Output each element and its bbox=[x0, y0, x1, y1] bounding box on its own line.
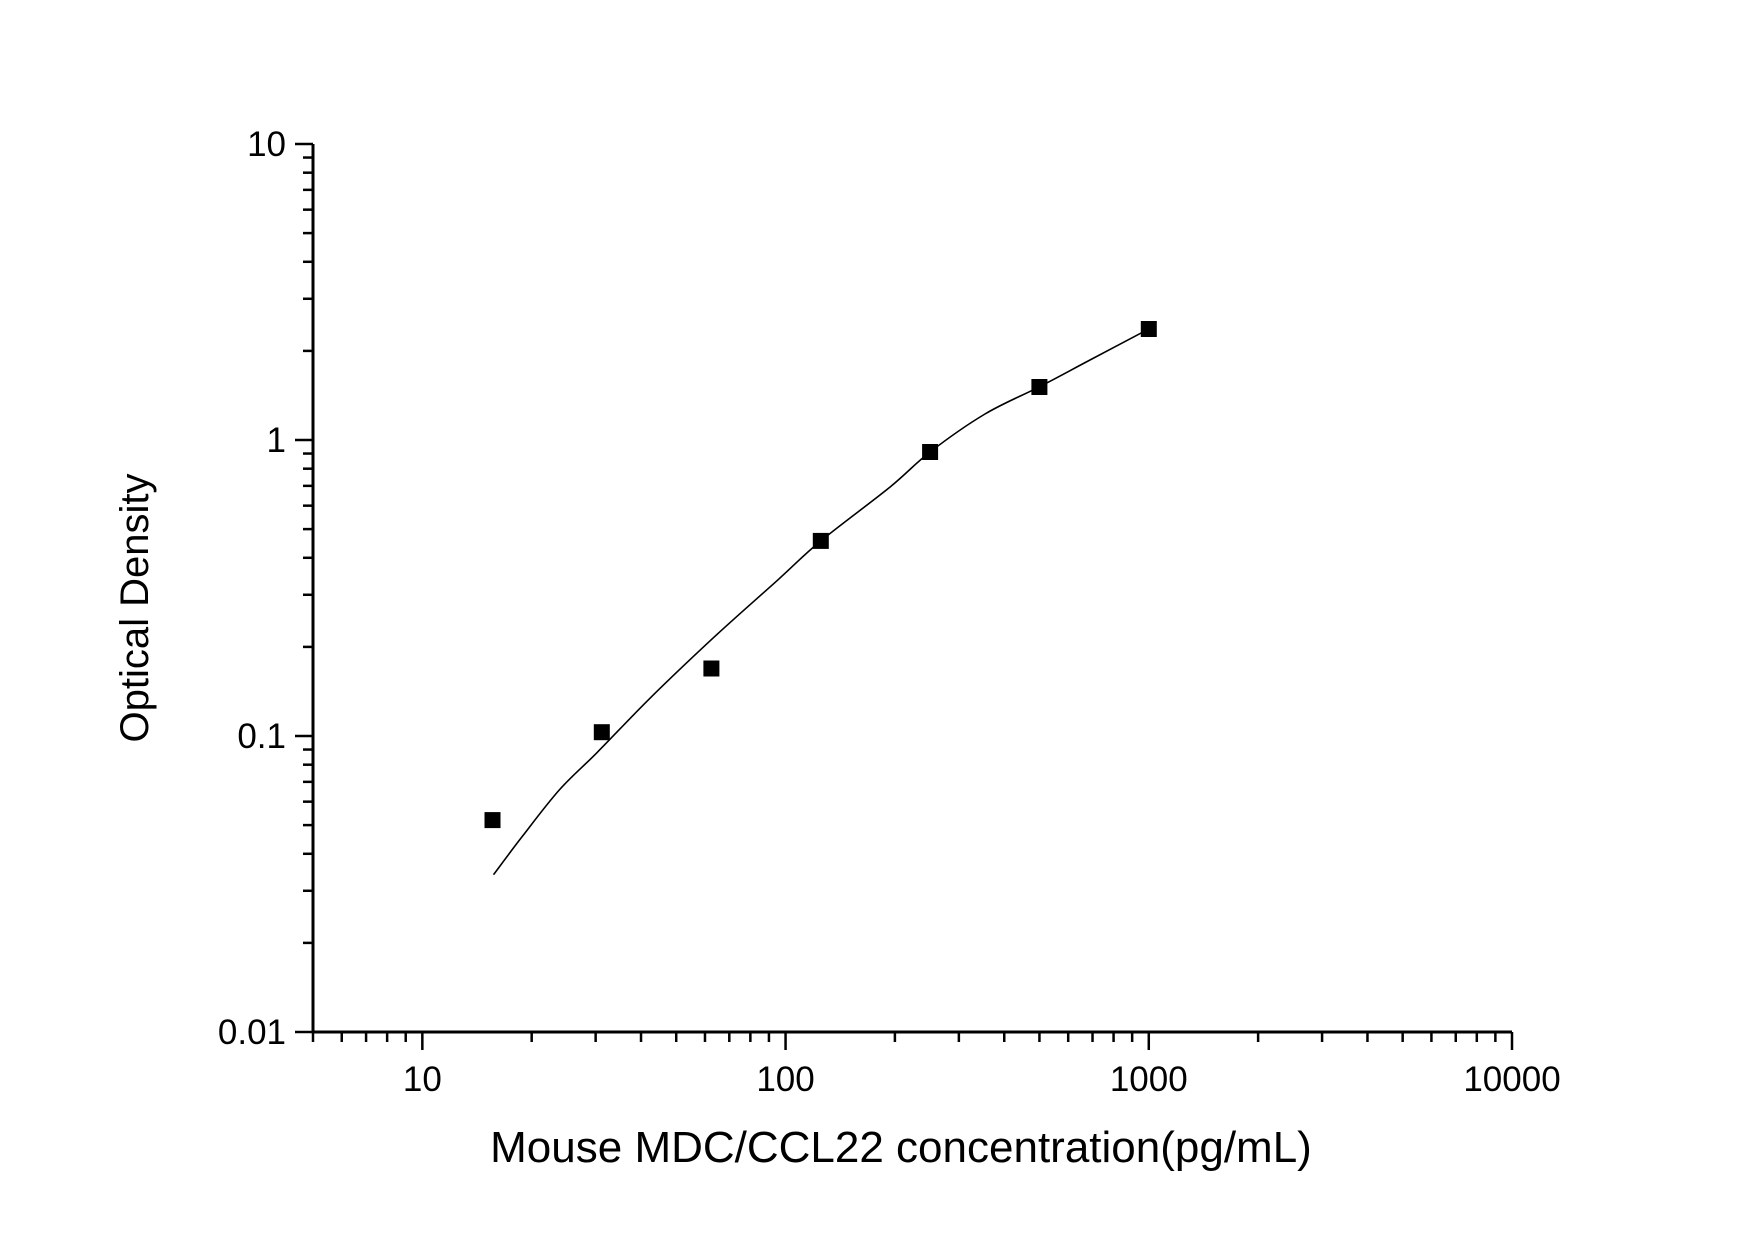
x-tick-label: 1000 bbox=[1110, 1060, 1188, 1099]
y-tick-label: 10 bbox=[247, 125, 286, 164]
data-point-marker bbox=[1140, 321, 1157, 337]
data-point-marker bbox=[593, 724, 610, 741]
data-point-marker bbox=[922, 444, 939, 460]
x-tick-label: 10 bbox=[403, 1060, 442, 1099]
x-axis-ticks bbox=[311, 1032, 1514, 1050]
data-points-group bbox=[484, 321, 1157, 829]
fit-curve-group bbox=[492, 328, 1150, 876]
data-point-marker bbox=[812, 532, 829, 549]
y-tick-label: 1 bbox=[267, 421, 286, 460]
x-tick-label: 10000 bbox=[1463, 1060, 1560, 1099]
y-axis-tick-labels: 10 1 0.1 0.01 bbox=[218, 125, 286, 1052]
x-tick-label: 100 bbox=[756, 1060, 814, 1099]
x-axis-tick-labels: 10 100 1000 10000 bbox=[403, 1060, 1561, 1099]
fit-curve bbox=[492, 328, 1150, 876]
y-tick-label: 0.1 bbox=[237, 717, 286, 756]
x-axis-title: Mouse MDC/CCL22 concentration(pg/mL) bbox=[490, 1123, 1312, 1172]
data-point-marker bbox=[703, 660, 720, 677]
data-point-marker bbox=[1031, 379, 1048, 395]
axis-spines bbox=[311, 144, 1512, 1034]
axes bbox=[311, 144, 1512, 1034]
y-axis-ticks bbox=[295, 142, 313, 1034]
y-axis-title: Optical Density bbox=[113, 474, 157, 743]
data-point-marker bbox=[484, 812, 501, 829]
y-tick-label: 0.01 bbox=[218, 1013, 286, 1052]
